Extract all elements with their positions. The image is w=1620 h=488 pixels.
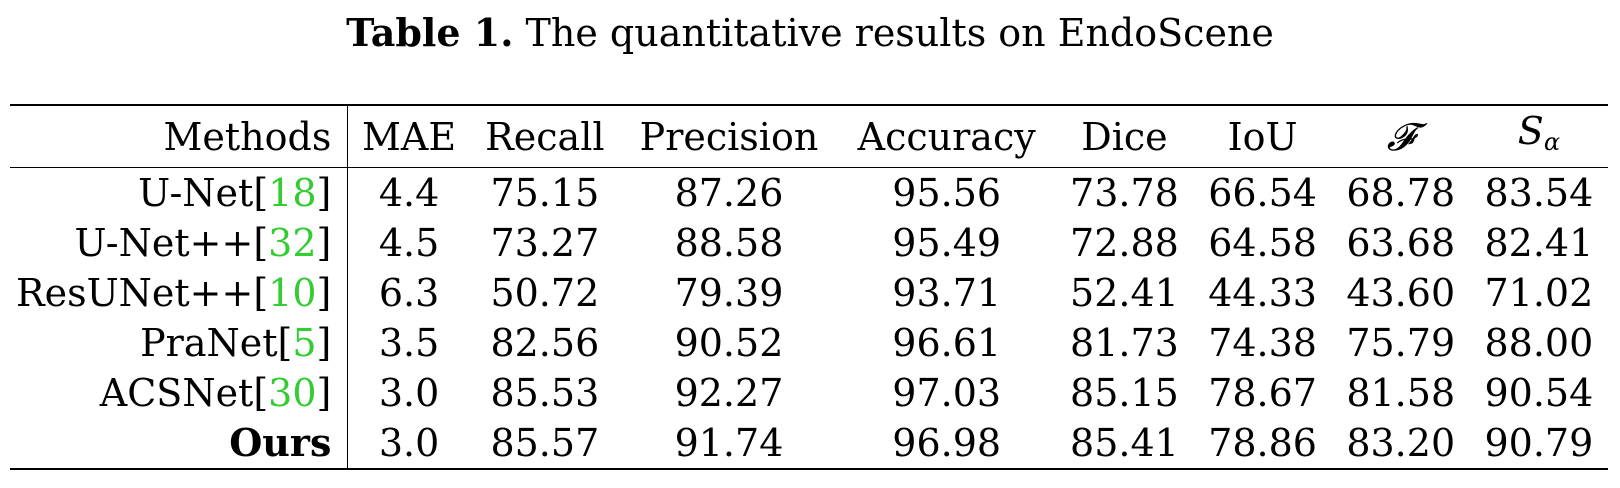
caption-text: The quantitative results on EndoScene bbox=[525, 11, 1274, 55]
table-row: Ours 3.0 85.57 91.74 96.98 85.41 78.86 83.20 90.… bbox=[10, 418, 1608, 469]
table-row: U-Net++[32] 4.5 73.27 88.58 95.49 72.88 64.58 6… bbox=[10, 218, 1608, 268]
value-cell: 88.00 bbox=[1484, 321, 1594, 365]
citation-link[interactable]: 32 bbox=[268, 221, 317, 265]
table-caption: Table 1. The quantitative results on End… bbox=[0, 8, 1620, 58]
citation-bracket-close: ] bbox=[316, 321, 332, 365]
method-name: U-Net bbox=[138, 171, 254, 215]
header-precision: Precision bbox=[639, 114, 819, 159]
method-cell: ResUNet++[10] bbox=[10, 268, 349, 318]
value-cell: 6.3 bbox=[378, 271, 440, 315]
value-cell: 82.41 bbox=[1484, 221, 1594, 265]
citation-bracket-close: ] bbox=[316, 271, 332, 315]
value-cell: 81.73 bbox=[1070, 321, 1179, 365]
value-cell: 85.57 bbox=[490, 421, 600, 465]
value-cell: 50.72 bbox=[490, 271, 600, 315]
value-cell: 68.78 bbox=[1346, 171, 1456, 215]
method-name: Ours bbox=[229, 420, 332, 465]
value-cell: 3.0 bbox=[378, 371, 440, 415]
value-cell: 44.33 bbox=[1208, 271, 1317, 315]
table-row: U-Net[18] 4.4 75.15 87.26 95.56 73.78 66.54 68.… bbox=[10, 167, 1608, 218]
value-cell: 93.71 bbox=[892, 271, 1002, 315]
value-cell: 79.39 bbox=[674, 271, 784, 315]
citation-bracket-close: ] bbox=[316, 221, 332, 265]
caption-label: Table 1. bbox=[346, 10, 514, 55]
method-name: U-Net++ bbox=[74, 221, 254, 265]
header-iou: IoU bbox=[1227, 114, 1298, 159]
value-cell: 96.61 bbox=[892, 321, 1002, 365]
citation-bracket-open: [ bbox=[277, 321, 293, 365]
header-dice: Dice bbox=[1081, 114, 1168, 159]
value-cell: 66.54 bbox=[1208, 171, 1317, 215]
value-cell: 95.56 bbox=[892, 171, 1002, 215]
value-cell: 83.54 bbox=[1484, 171, 1594, 215]
value-cell: 3.0 bbox=[378, 421, 440, 465]
value-cell: 90.52 bbox=[674, 321, 784, 365]
value-cell: 63.68 bbox=[1346, 221, 1456, 265]
value-cell: 82.56 bbox=[490, 321, 600, 365]
table-body: U-Net[18] 4.4 75.15 87.26 95.56 73.78 66.54 68.… bbox=[10, 167, 1608, 469]
method-cell: ACSNet[30] bbox=[10, 368, 349, 418]
method-cell: U-Net++[32] bbox=[10, 218, 349, 268]
citation-bracket-open: [ bbox=[253, 271, 269, 315]
value-cell: 92.27 bbox=[674, 371, 784, 415]
header-recall: Recall bbox=[485, 114, 605, 159]
header-mae: MAE bbox=[362, 114, 457, 159]
citation-bracket-close: ] bbox=[316, 371, 332, 415]
citation-link[interactable]: 30 bbox=[268, 371, 317, 415]
value-cell: 90.54 bbox=[1484, 371, 1594, 415]
value-cell: 71.02 bbox=[1484, 271, 1594, 315]
citation-link[interactable]: 5 bbox=[292, 321, 317, 365]
table-row: ResUNet++[10] 6.3 50.72 79.39 93.71 52.41 44.3… bbox=[10, 268, 1608, 318]
results-table: Methods MAE Recall Precision Accuracy Di… bbox=[10, 104, 1608, 470]
value-cell: 74.38 bbox=[1208, 321, 1317, 365]
header-s-alpha: Sα bbox=[1470, 105, 1608, 168]
value-cell: 73.27 bbox=[490, 221, 600, 265]
value-cell: 97.03 bbox=[892, 371, 1002, 415]
citation-bracket-close: ] bbox=[316, 171, 332, 215]
header-accuracy: Accuracy bbox=[857, 114, 1036, 159]
citation-link[interactable]: 18 bbox=[268, 171, 317, 215]
method-name: ResUNet++ bbox=[16, 271, 254, 315]
value-cell: 83.20 bbox=[1346, 421, 1456, 465]
value-cell: 4.5 bbox=[378, 221, 440, 265]
value-cell: 78.86 bbox=[1208, 421, 1317, 465]
header-s-base: S bbox=[1517, 109, 1544, 153]
value-cell: 90.79 bbox=[1484, 421, 1594, 465]
value-cell: 81.58 bbox=[1346, 371, 1456, 415]
header-row: Methods MAE Recall Precision Accuracy Di… bbox=[10, 105, 1608, 168]
value-cell: 91.74 bbox=[674, 421, 784, 465]
method-cell: U-Net[18] bbox=[10, 167, 349, 218]
value-cell: 95.49 bbox=[892, 221, 1002, 265]
method-cell: Ours bbox=[10, 418, 349, 469]
value-cell: 96.98 bbox=[892, 421, 1002, 465]
method-name: PraNet bbox=[140, 321, 278, 365]
method-cell: PraNet[5] bbox=[10, 318, 349, 368]
value-cell: 72.88 bbox=[1070, 221, 1179, 265]
value-cell: 64.58 bbox=[1208, 221, 1317, 265]
method-name: ACSNet bbox=[99, 371, 254, 415]
citation-link[interactable]: 10 bbox=[268, 271, 317, 315]
citation-bracket-open: [ bbox=[253, 221, 269, 265]
table-row: ACSNet[30] 3.0 85.53 92.27 97.03 85.15 78.67 81… bbox=[10, 368, 1608, 418]
table-row: PraNet[5] 3.5 82.56 90.52 96.61 81.73 74.38 75.… bbox=[10, 318, 1608, 368]
header-s-sub: α bbox=[1543, 128, 1561, 156]
value-cell: 4.4 bbox=[378, 171, 440, 215]
value-cell: 85.53 bbox=[490, 371, 600, 415]
value-cell: 78.67 bbox=[1208, 371, 1317, 415]
value-cell: 87.26 bbox=[674, 171, 784, 215]
value-cell: 85.41 bbox=[1070, 421, 1179, 465]
value-cell: 75.15 bbox=[490, 171, 600, 215]
header-methods: Methods bbox=[10, 105, 349, 168]
value-cell: 3.5 bbox=[378, 321, 440, 365]
value-cell: 52.41 bbox=[1070, 271, 1179, 315]
value-cell: 43.60 bbox=[1346, 271, 1456, 315]
value-cell: 85.15 bbox=[1070, 371, 1179, 415]
header-f-measure: 𝓕 bbox=[1386, 114, 1415, 159]
citation-bracket-open: [ bbox=[253, 371, 269, 415]
value-cell: 88.58 bbox=[674, 221, 784, 265]
value-cell: 75.79 bbox=[1346, 321, 1456, 365]
value-cell: 73.78 bbox=[1070, 171, 1179, 215]
citation-bracket-open: [ bbox=[253, 171, 269, 215]
